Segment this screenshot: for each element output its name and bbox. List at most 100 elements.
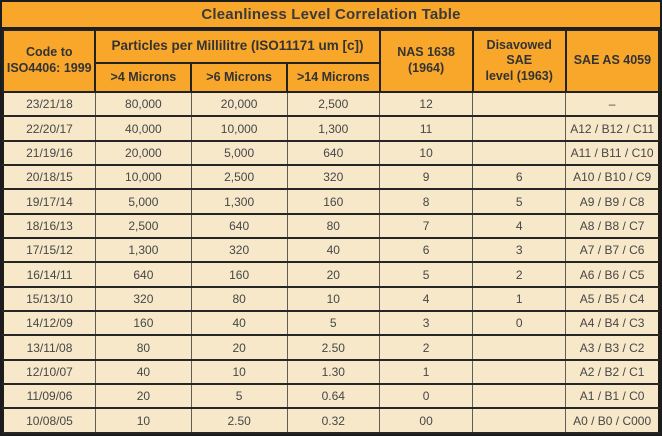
header-iso-code-line1: Code to [25, 45, 73, 60]
cell-sae-level [472, 90, 567, 118]
cell-sae-level [472, 334, 567, 361]
cell-iso-code: 21/19/16 [1, 139, 96, 167]
table-row: 10/08/05 10 2.50 0.32 00 A0 / B0 / C000 [1, 407, 661, 434]
cell-4-microns: 1,300 [94, 237, 192, 264]
cell-sae-as: A3 / B3 / C2 [565, 334, 661, 361]
cell-nas: 00 [378, 407, 474, 434]
table-row: 18/16/13 2,500 640 80 7 4 A8 / B8 / C7 [1, 212, 661, 240]
cell-6-microns: 10 [190, 358, 288, 386]
cell-6-microns: 1,300 [190, 188, 288, 215]
cell-6-microns: 40 [190, 310, 288, 337]
cell-6-microns: 10,000 [190, 115, 288, 142]
cell-sae-as: A2 / B2 / C1 [565, 358, 661, 386]
cell-sae-as: A0 / B0 / C000 [565, 407, 661, 434]
header-nas-1638: NAS 1638 (1964) [378, 29, 474, 93]
cell-nas: 9 [378, 164, 474, 191]
cell-4-microns: 10,000 [94, 164, 192, 191]
cell-14-microns: 10 [286, 285, 381, 313]
cell-iso-code: 12/10/07 [1, 358, 96, 386]
cell-sae-level: 2 [472, 261, 567, 288]
cell-4-microns: 20 [94, 383, 192, 410]
cell-sae-level: 3 [472, 237, 567, 264]
header-iso-code: Code to ISO4406: 1999 [1, 29, 97, 93]
header-sae-as-4059: SAE AS 4059 [564, 29, 661, 93]
cell-14-microns: 1,300 [286, 115, 381, 142]
table-row: 15/13/10 320 80 10 4 1 A5 / B5 / C4 [1, 285, 661, 313]
table-row: 20/18/15 10,000 2,500 320 9 6 A10 / B10 … [1, 164, 661, 191]
cell-4-microns: 5,000 [94, 188, 192, 215]
table-row: 19/17/14 5,000 1,300 160 8 5 A9 / B9 / C… [1, 188, 661, 215]
cell-sae-as: A4 / B4 / C3 [565, 310, 661, 337]
cell-6-microns: 320 [190, 237, 288, 264]
cell-4-microns: 320 [94, 285, 192, 313]
cell-nas: 3 [378, 310, 474, 337]
table-row: 12/10/07 40 10 1.30 1 A2 / B2 / C1 [1, 358, 661, 386]
cell-6-microns: 5 [190, 383, 288, 410]
header-particles-group: Particles per Millilitre (ISO11171 um [c… [94, 29, 381, 64]
cell-sae-as: A9 / B9 / C8 [565, 188, 661, 215]
header-iso-code-line2: ISO4406: 1999 [6, 61, 92, 75]
header-4-microns: >4 Microns [94, 62, 193, 93]
cell-iso-code: 13/11/08 [1, 334, 96, 361]
cell-sae-as: A12 / B12 / C11 [565, 115, 661, 142]
header-14-microns: >14 Microns [286, 62, 381, 93]
cell-iso-code: 23/21/18 [1, 90, 96, 118]
cell-4-microns: 40,000 [94, 115, 192, 142]
table-body: 23/21/18 80,000 20,000 2,500 12 – 22/20/… [1, 90, 661, 434]
cell-nas: 2 [378, 334, 474, 361]
cell-sae-level: 5 [472, 188, 567, 215]
cell-iso-code: 20/18/15 [1, 164, 96, 191]
cell-sae-as: A7 / B7 / C6 [565, 237, 661, 264]
header-nas-line2: (1964) [408, 61, 445, 75]
cell-nas: 10 [378, 139, 474, 167]
cell-4-microns: 640 [94, 261, 192, 288]
cell-sae-level: 4 [472, 212, 567, 240]
cell-sae-level [472, 383, 567, 410]
cell-6-microns: 20 [190, 334, 288, 361]
cell-14-microns: 2.50 [286, 334, 381, 361]
cell-iso-code: 10/08/05 [1, 407, 96, 434]
cell-nas: 4 [378, 285, 474, 313]
cell-sae-as: A6 / B6 / C5 [565, 261, 661, 288]
cell-14-microns: 2,500 [286, 90, 381, 118]
cell-4-microns: 10 [94, 407, 192, 434]
cell-nas: 7 [378, 212, 474, 240]
cell-6-microns: 5,000 [190, 139, 288, 167]
cell-sae-as: A8 / B8 / C7 [565, 212, 661, 240]
cell-sae-level [472, 115, 567, 142]
cell-4-microns: 80 [94, 334, 192, 361]
cell-sae-as: A10 / B10 / C9 [565, 164, 661, 191]
cell-iso-code: 14/12/09 [1, 310, 96, 337]
cell-14-microns: 1.30 [286, 358, 381, 386]
header-sae-level-line2: level (1963) [485, 68, 553, 83]
header-6-microns: >6 Microns [190, 62, 289, 93]
cell-14-microns: 160 [286, 188, 381, 215]
header-nas-line1: NAS 1638 [397, 45, 455, 60]
cell-14-microns: 0.64 [286, 383, 381, 410]
cell-iso-code: 17/15/12 [1, 237, 96, 264]
cell-6-microns: 640 [190, 212, 288, 240]
cell-nas: 0 [378, 383, 474, 410]
cell-4-microns: 2,500 [94, 212, 192, 240]
cell-14-microns: 80 [286, 212, 381, 240]
table-row: 23/21/18 80,000 20,000 2,500 12 – [1, 90, 661, 118]
cell-sae-level [472, 407, 567, 434]
header-row-group: Code to ISO4406: 1999 Particles per Mill… [1, 29, 661, 93]
cell-sae-level: 6 [472, 164, 567, 191]
cell-nas: 12 [378, 90, 474, 118]
cell-14-microns: 20 [286, 261, 381, 288]
table-row: 11/09/06 20 5 0.64 0 A1 / B1 / C0 [1, 383, 661, 410]
cell-sae-as: A5 / B5 / C4 [565, 285, 661, 313]
cell-nas: 6 [378, 237, 474, 264]
cell-sae-as: A11 / B11 / C10 [565, 139, 661, 167]
cell-14-microns: 40 [286, 237, 381, 264]
cell-sae-as: A1 / B1 / C0 [565, 383, 661, 410]
header-row-microns: >4 Microns >6 Microns >14 Microns [3, 62, 659, 93]
cell-4-microns: 40 [94, 358, 192, 386]
cell-6-microns: 80 [190, 285, 288, 313]
cell-iso-code: 16/14/11 [1, 261, 96, 288]
cell-6-microns: 2.50 [190, 407, 288, 434]
cell-14-microns: 5 [286, 310, 381, 337]
cell-nas: 8 [378, 188, 474, 215]
cell-6-microns: 2,500 [190, 164, 288, 191]
